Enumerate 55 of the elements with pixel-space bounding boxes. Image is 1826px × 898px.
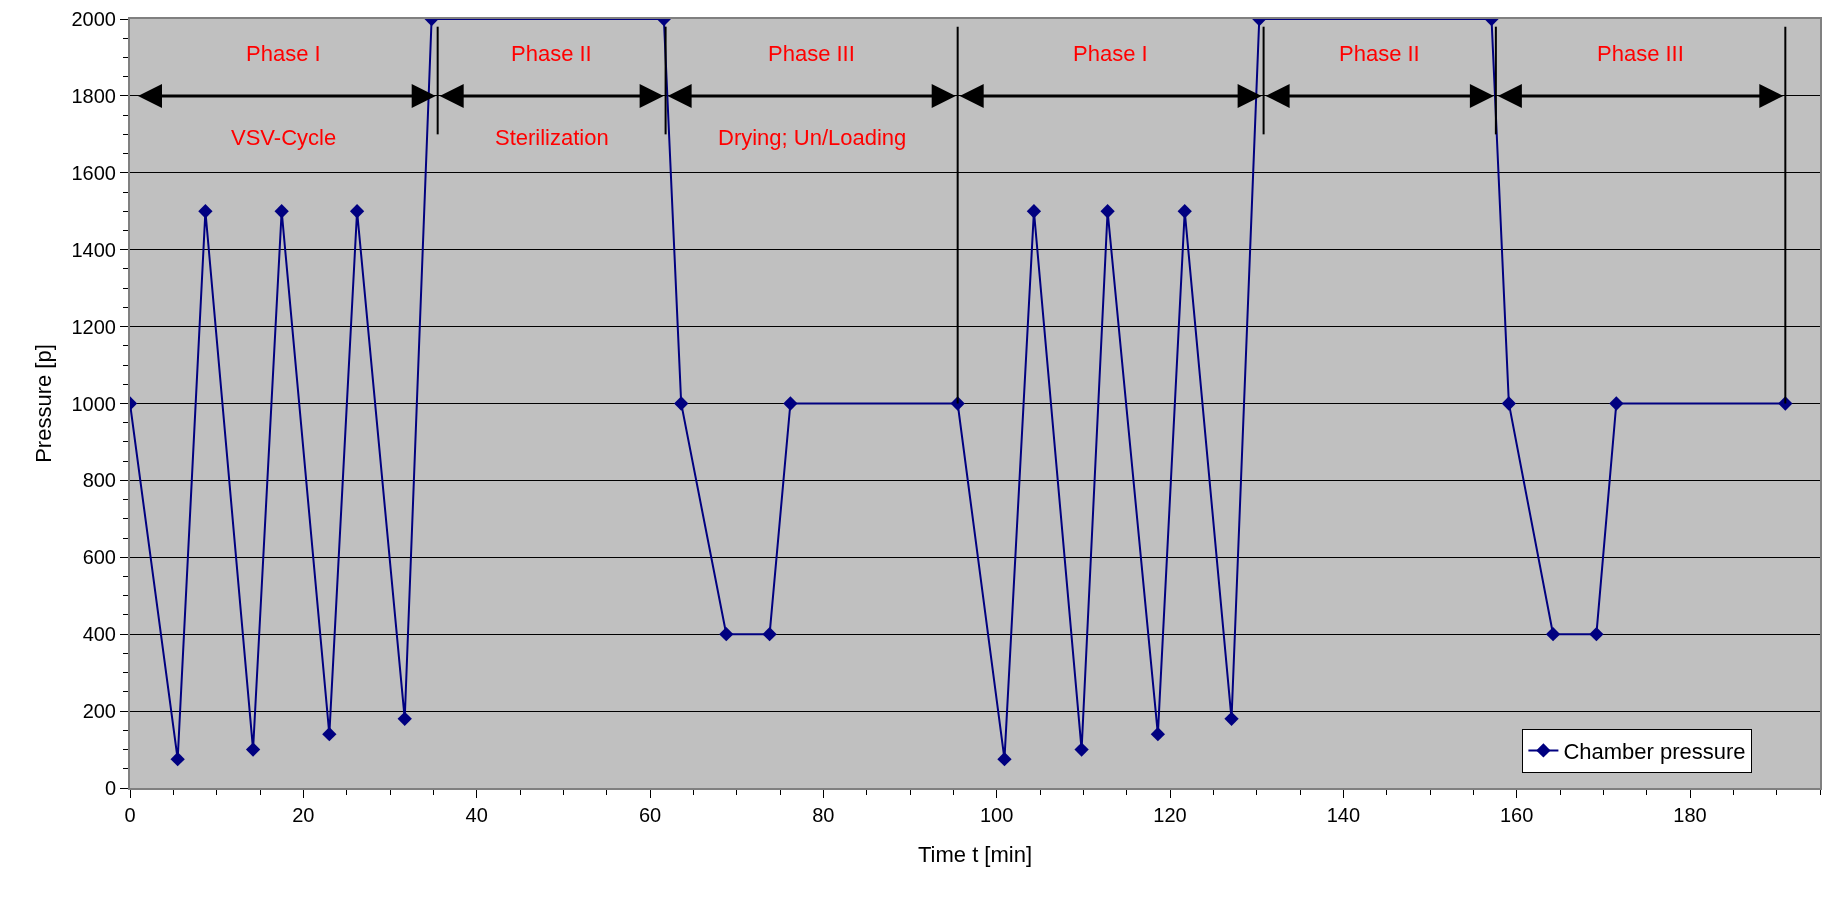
y-tick-label: 1800 xyxy=(71,84,116,107)
point xyxy=(1609,396,1624,411)
y-axis-title: Pressure [p] xyxy=(30,344,56,463)
y-tick-label: 0 xyxy=(104,777,116,799)
y-tick-label: 400 xyxy=(82,623,116,646)
point xyxy=(397,711,412,726)
x-tick-label: 100 xyxy=(979,804,1014,826)
point xyxy=(1589,627,1604,642)
point xyxy=(1545,627,1561,642)
point xyxy=(245,742,261,757)
point xyxy=(349,204,365,219)
x-tick-label: 160 xyxy=(1499,804,1534,826)
point xyxy=(1026,204,1042,219)
x-axis-title: Time t [min] xyxy=(917,842,1033,868)
x-tick-label: 140 xyxy=(1326,804,1361,826)
annotation: VSV-Cycle xyxy=(231,125,337,150)
annotation: Phase II xyxy=(1339,41,1420,66)
y-tick-label: 600 xyxy=(82,546,116,569)
point xyxy=(170,752,185,767)
x-tick-label: 180 xyxy=(1673,804,1707,826)
x-tick-label: 80 xyxy=(812,804,835,826)
legend-label: Chamber pressure xyxy=(1563,739,1746,764)
x-tick-label: 60 xyxy=(638,804,662,826)
point xyxy=(674,396,689,411)
point xyxy=(1150,727,1166,742)
point xyxy=(719,627,734,642)
x-tick-label: 0 xyxy=(124,804,136,826)
point xyxy=(783,396,798,411)
annotation: Phase II xyxy=(511,41,592,66)
y-tick-label: 800 xyxy=(82,469,116,492)
y-tick-label: 200 xyxy=(82,700,116,723)
x-tick-label: 40 xyxy=(465,804,488,826)
point xyxy=(1501,396,1517,411)
y-tick-label: 1600 xyxy=(71,161,116,184)
point xyxy=(762,627,777,642)
point xyxy=(1177,204,1192,219)
point xyxy=(274,204,289,219)
annotation: Phase I xyxy=(1073,41,1148,66)
y-tick-label: 1000 xyxy=(71,392,116,415)
x-tick-label: 20 xyxy=(292,804,315,826)
annotation: Phase III xyxy=(768,41,855,66)
annotation: Drying; Un/Loading xyxy=(718,125,907,150)
y-tick-label: 1200 xyxy=(71,315,116,338)
point xyxy=(1100,204,1115,219)
annotation: Sterilization xyxy=(495,125,609,150)
annotation: Phase I xyxy=(246,41,321,66)
point xyxy=(198,204,213,219)
point xyxy=(322,727,337,742)
x-tick-label: 120 xyxy=(1153,804,1187,826)
y-tick-label: 1400 xyxy=(71,238,116,261)
point xyxy=(997,752,1012,767)
point xyxy=(1074,742,1089,757)
point xyxy=(1224,711,1239,726)
y-tick-label: 2000 xyxy=(71,8,116,30)
annotation: Phase III xyxy=(1597,41,1684,66)
